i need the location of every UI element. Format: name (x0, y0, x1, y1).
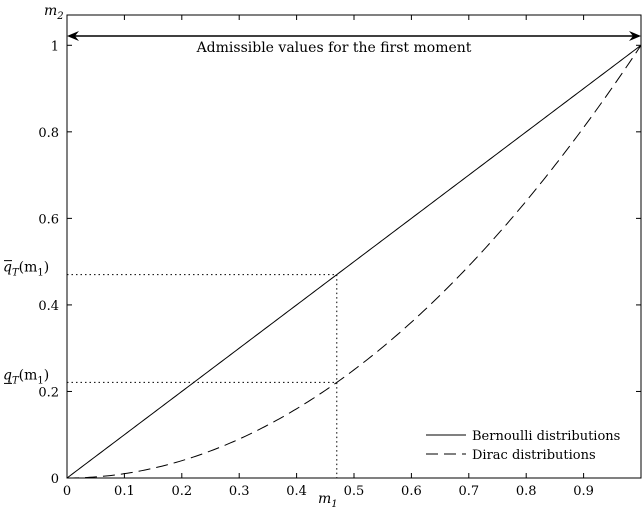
series-line-dirac (66, 45, 642, 479)
range-arrow-left-head (67, 31, 79, 41)
x-axis-title: m1 (318, 491, 338, 510)
range-arrow-right-head (629, 31, 641, 41)
y-tick-label: 0.6 (38, 212, 59, 227)
x-tick-label: 0.7 (458, 484, 479, 499)
lower-guide-label-close: ) (44, 367, 49, 383)
x-tick-label: 0 (63, 484, 71, 499)
lower-guide-label-subscript-t: T (12, 375, 20, 386)
upper-guide-label-arg: (m (19, 260, 38, 276)
x-tick-label: 0.3 (229, 484, 250, 499)
x-axis-title-subscript: 1 (331, 499, 337, 510)
x-tick-label: 0.6 (401, 484, 422, 499)
y-tick-label: 1 (51, 39, 59, 54)
x-tick-label: 0.5 (344, 484, 365, 499)
x-tick-label: 0.4 (286, 484, 307, 499)
legend-label-bernoulli: Bernoulli distributions (472, 429, 620, 444)
axes-frame (66, 14, 642, 479)
chart-text-layer: m2 m1 Admissible values for the first mo… (3, 3, 620, 510)
upper-guide-label-q: q (3, 260, 12, 276)
series-line-bernoulli (66, 44, 642, 479)
upper-guide-label-subscript-t: T (12, 268, 20, 279)
x-tick-label: 0.9 (573, 484, 594, 499)
y-axis-title-subscript: 2 (56, 11, 63, 22)
x-axis-title-letter: m (318, 491, 331, 507)
upper-guide-label: qT(m1) (3, 260, 49, 279)
lower-guide-label-arg: (m (19, 367, 38, 383)
x-tick-label: 0.1 (114, 484, 135, 499)
lower-guide-label: qT(m1) (3, 367, 49, 386)
legend-label-dirac: Dirac distributions (472, 448, 596, 463)
x-tick-label: 0.2 (171, 484, 192, 499)
range-annotation-text: Admissible values for the first moment (196, 40, 472, 56)
y-tick-label: 0 (51, 472, 59, 487)
y-axis-title-letter: m (44, 3, 57, 19)
y-tick-label: 0.2 (38, 385, 59, 400)
upper-guide-label-subscript-1: 1 (37, 268, 43, 279)
x-tick-label: 0.8 (516, 484, 537, 499)
lower-guide-label-q: q (3, 367, 12, 383)
y-axis-title: m2 (44, 3, 64, 22)
lower-guide-label-subscript-1: 1 (37, 375, 43, 386)
upper-guide-label-close: ) (44, 260, 49, 276)
y-tick-label: 0.8 (38, 126, 59, 141)
y-tick-label: 0.4 (38, 299, 59, 314)
plot-area (4, 14, 642, 479)
